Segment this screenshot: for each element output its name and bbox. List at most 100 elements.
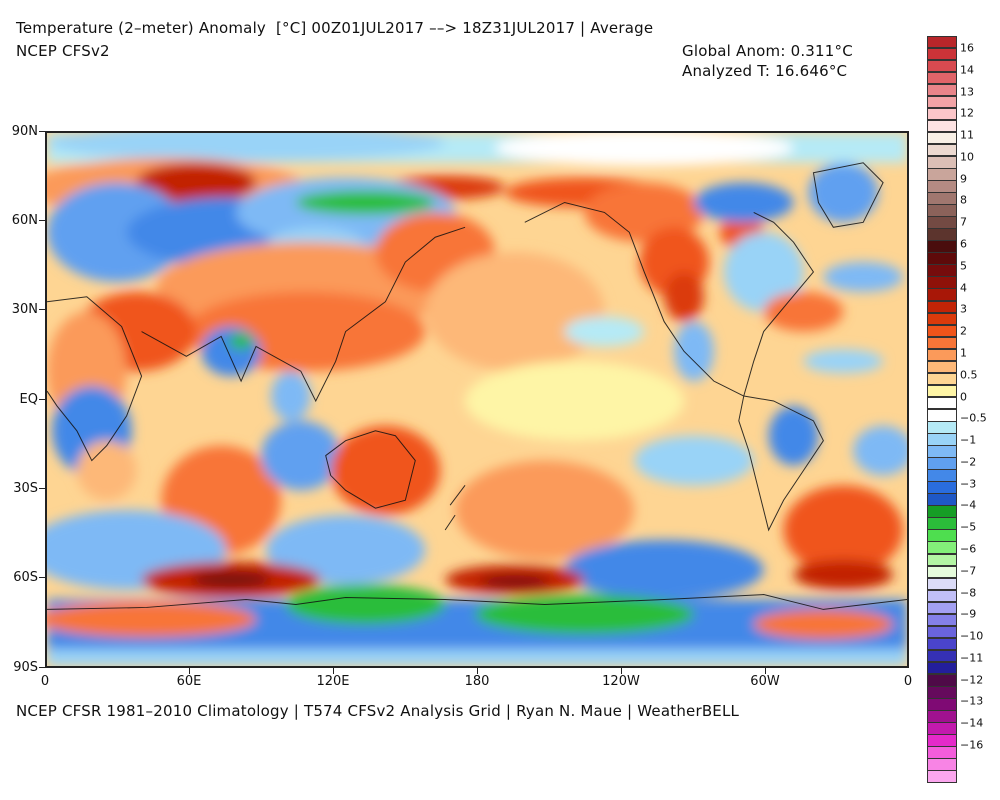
lat-label-60s: 60S <box>13 570 38 585</box>
color-legend-swatch <box>927 541 957 555</box>
analyzed-temperature-value: Analyzed T: 16.646°C <box>682 62 848 80</box>
color-legend-swatch <box>927 686 957 699</box>
color-legend-label: 7 <box>960 215 967 229</box>
anomaly-map <box>45 131 909 668</box>
color-legend-swatch <box>927 240 957 253</box>
color-legend-label: −1 <box>960 433 977 447</box>
lat-label-eq: EQ <box>19 392 38 407</box>
color-legend-swatch <box>927 529 957 542</box>
color-legend-swatch <box>927 252 957 265</box>
color-legend-label: 12 <box>960 106 974 120</box>
color-legend-swatch <box>927 469 957 482</box>
color-legend-label: 11 <box>960 128 974 142</box>
lon-label-0-end: 0 <box>903 674 913 689</box>
data-source-credits: NCEP CFSR 1981–2010 Climatology | T574 C… <box>16 702 740 720</box>
color-legend-swatch <box>927 264 957 277</box>
color-legend-swatch <box>927 746 957 759</box>
color-legend-swatch <box>927 384 957 398</box>
model-subtitle: NCEP CFSv2 <box>16 42 110 60</box>
color-legend-swatch <box>927 649 957 663</box>
lon-tick <box>621 668 622 674</box>
color-legend-swatch <box>927 722 957 735</box>
color-legend-swatch <box>927 421 957 434</box>
color-legend-swatch <box>927 312 957 326</box>
lon-label-120e: 120E <box>316 674 350 689</box>
lon-tick <box>765 668 766 674</box>
lon-tick <box>333 668 334 674</box>
color-legend-swatch <box>927 348 957 362</box>
lat-label-90s: 90S <box>13 660 38 675</box>
color-legend-label: −3 <box>960 477 977 491</box>
color-legend-swatch <box>927 553 957 567</box>
color-legend-label: 5 <box>960 259 967 273</box>
color-legend-label: −5 <box>960 520 977 534</box>
color-legend-label: 9 <box>960 172 967 186</box>
color-legend-label: 1 <box>960 346 967 360</box>
lat-tick <box>39 577 45 578</box>
color-legend-swatch <box>927 481 957 494</box>
color-legend-label: −0.5 <box>960 411 987 425</box>
lon-label-60e: 60E <box>176 674 202 689</box>
color-legend-label: −6 <box>960 542 977 556</box>
color-legend-swatch <box>927 59 957 73</box>
color-legend-swatch <box>927 131 957 145</box>
lat-tick <box>39 488 45 489</box>
color-legend-swatch <box>927 143 957 157</box>
color-legend-swatch <box>927 216 957 229</box>
color-legend-label: −9 <box>960 607 977 621</box>
lon-label-0: 0 <box>40 674 50 689</box>
color-legend-swatch <box>927 300 957 314</box>
lat-label-90n: 90N <box>11 124 38 139</box>
color-legend-swatch <box>927 625 957 639</box>
color-legend-swatch <box>927 204 957 217</box>
color-legend-label: 4 <box>960 281 967 295</box>
color-legend-label: −4 <box>960 498 977 512</box>
color-legend-label: −7 <box>960 564 977 578</box>
color-legend-swatch <box>927 180 957 193</box>
color-legend-swatch <box>927 95 957 109</box>
lat-label-30n: 30N <box>11 302 38 317</box>
color-legend-swatch <box>927 577 957 591</box>
color-legend-swatch <box>927 276 957 289</box>
color-legend-swatch <box>927 517 957 530</box>
chart-title: Temperature (2–meter) Anomaly [°C] 00Z01… <box>16 19 654 37</box>
lat-tick <box>39 309 45 310</box>
color-legend-swatch <box>927 155 957 169</box>
color-legend-label: −11 <box>960 651 984 665</box>
color-legend-swatch <box>927 288 957 302</box>
lat-label-60n: 60N <box>11 213 38 228</box>
color-legend-swatch <box>927 35 957 49</box>
color-legend-swatch <box>927 758 957 771</box>
color-legend-swatch <box>927 698 957 711</box>
color-legend-swatch <box>927 661 957 675</box>
color-legend-swatch <box>927 673 957 687</box>
color-legend-label: −2 <box>960 455 977 469</box>
color-legend-label: −14 <box>960 716 984 730</box>
color-legend-swatch <box>927 505 957 518</box>
anomaly-field <box>47 133 907 666</box>
lat-tick <box>39 131 45 132</box>
color-legend-label: −12 <box>960 673 984 687</box>
lon-tick <box>189 668 190 674</box>
color-legend-swatch <box>927 168 957 181</box>
color-legend-swatch <box>927 360 957 374</box>
color-legend-label: 13 <box>960 85 974 99</box>
lat-label-30s: 30S <box>13 481 38 496</box>
color-legend-swatch <box>927 613 957 627</box>
color-legend-swatch <box>927 71 957 85</box>
color-legend-swatch <box>927 433 957 446</box>
color-legend-label: 6 <box>960 237 967 251</box>
color-legend-swatch <box>927 228 957 241</box>
color-legend-swatch <box>927 324 957 338</box>
color-legend-label: 16 <box>960 41 974 55</box>
color-legend-label: 10 <box>960 150 974 164</box>
color-legend-swatch <box>927 47 957 61</box>
lon-label-120w: 120W <box>602 674 640 689</box>
color-legend-swatch <box>927 770 957 783</box>
color-legend-swatch <box>927 107 957 121</box>
color-legend-swatch <box>927 83 957 97</box>
color-legend-swatch <box>927 734 957 747</box>
color-legend-label: 2 <box>960 324 967 338</box>
color-legend-swatch <box>927 396 957 410</box>
color-legend <box>927 35 957 783</box>
